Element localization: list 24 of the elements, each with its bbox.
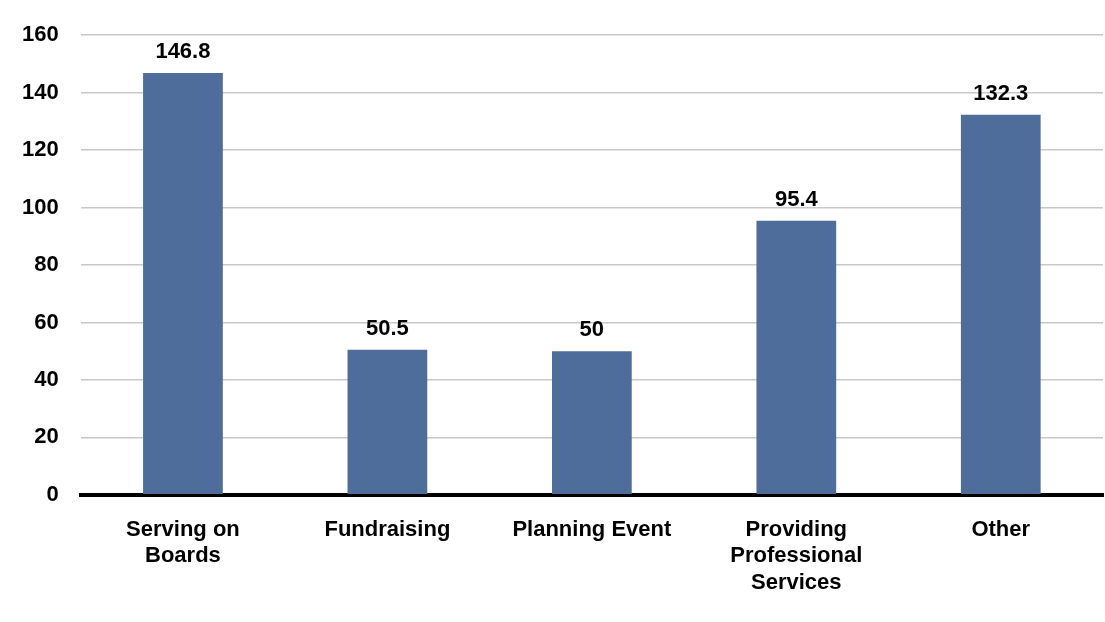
y-tick-label: 160	[21, 21, 59, 47]
y-tick-label: 80	[34, 251, 59, 277]
bar	[756, 220, 837, 495]
y-tick-label: 120	[21, 136, 59, 162]
x-tick-label: Other	[971, 516, 1031, 542]
bar	[143, 73, 223, 495]
x-tick-label: Fundraising	[324, 516, 451, 542]
bar	[960, 114, 1041, 495]
y-tick-label: 20	[34, 423, 59, 449]
data-label: 146.8	[155, 38, 211, 64]
x-tick-label: Serving on Boards	[126, 516, 240, 568]
bar	[551, 351, 632, 495]
bar	[347, 349, 428, 495]
data-label: 50.5	[365, 314, 409, 340]
y-tick-label: 60	[34, 308, 59, 334]
y-tick-label: 40	[34, 365, 59, 391]
x-tick-label: Planning Event	[512, 516, 672, 542]
data-label: 95.4	[774, 185, 819, 211]
y-tick-label: 0	[46, 480, 59, 506]
data-label: 132.3	[973, 79, 1029, 105]
data-label: 50	[579, 316, 605, 342]
y-tick-label: 140	[21, 78, 59, 104]
x-tick-label: Providing Professional Services	[730, 516, 863, 594]
y-tick-label: 100	[21, 193, 59, 219]
